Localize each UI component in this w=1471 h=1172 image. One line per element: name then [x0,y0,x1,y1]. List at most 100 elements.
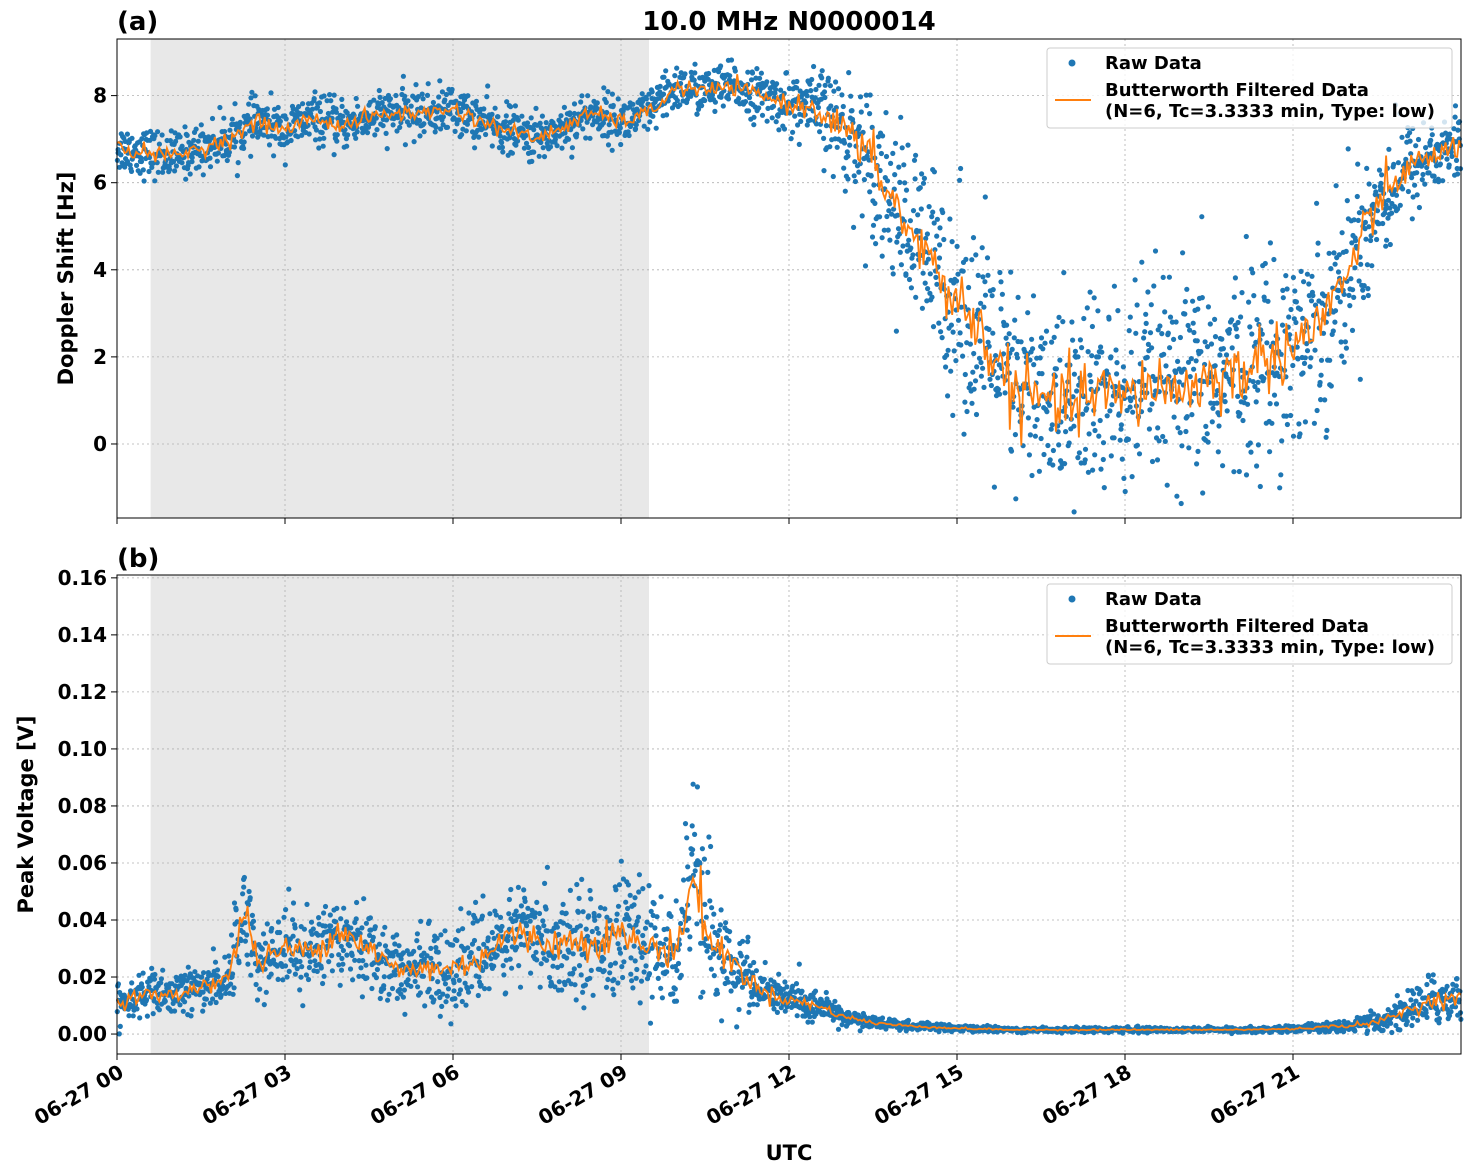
raw-data-point [978,300,984,306]
raw-data-point [1187,327,1193,333]
raw-data-point [962,371,968,378]
raw-data-point [373,115,379,121]
raw-data-point [417,945,423,951]
raw-data-point [354,899,360,906]
raw-data-point [922,280,928,286]
raw-data-point [579,93,585,99]
raw-data-point [499,144,505,150]
raw-data-point [215,974,221,980]
raw-data-point [1349,327,1356,333]
raw-data-point [377,94,383,100]
raw-data-point [307,959,313,965]
raw-data-point [312,137,319,143]
panel-b: 0.000.020.040.060.080.100.120.140.16 06-… [14,544,1464,1165]
raw-data-point [237,119,243,125]
raw-data-point [503,957,509,963]
raw-data-point [290,917,296,923]
raw-data-point [822,82,828,88]
raw-data-point [349,952,355,959]
raw-data-point [506,911,512,917]
raw-data-point [1148,302,1154,308]
raw-data-point [482,986,488,992]
raw-data-point [282,952,288,958]
raw-data-point [708,966,715,972]
raw-data-point [433,124,439,130]
raw-data-point [1223,352,1230,358]
raw-data-point [544,864,551,870]
raw-data-point [451,980,457,986]
raw-data-point [1351,217,1357,223]
raw-data-point [128,988,134,994]
raw-data-point [246,888,252,895]
raw-data-point [1127,404,1133,410]
raw-data-point [1111,283,1117,289]
raw-data-point [749,70,756,76]
raw-data-point [508,104,514,110]
raw-data-point [234,919,240,925]
raw-data-point [433,945,439,951]
raw-data-point [491,935,497,941]
raw-data-point [186,993,192,999]
raw-data-point [1323,434,1329,440]
raw-data-point [442,981,448,987]
raw-data-point [596,930,602,936]
legend-filtered-label-line1: Butterworth Filtered Data [1105,80,1369,101]
raw-data-point [124,158,131,165]
raw-data-point [240,891,246,897]
raw-data-point [377,995,383,1002]
raw-data-point [739,984,746,990]
raw-data-point [1292,288,1298,294]
raw-data-point [155,169,161,175]
raw-data-point [451,988,457,994]
raw-data-point [1091,295,1097,301]
raw-data-point [600,120,607,126]
raw-data-point [931,169,938,175]
raw-data-point [443,91,449,98]
raw-data-point [932,247,938,253]
raw-data-point [812,95,818,101]
raw-data-point [776,127,782,133]
raw-data-point [1098,344,1104,350]
raw-data-point [1029,472,1035,479]
raw-data-point [1070,394,1076,400]
raw-data-point [581,1005,587,1011]
raw-data-point [183,176,189,182]
raw-data-point [1335,269,1342,275]
raw-data-point [847,142,853,148]
raw-data-point [949,239,955,245]
raw-data-point [1389,210,1395,216]
raw-data-point [1071,371,1077,377]
raw-data-point [918,206,924,212]
raw-data-point [828,103,834,109]
raw-data-point [1400,186,1406,192]
raw-data-point [470,920,476,926]
raw-data-point [1080,411,1086,417]
raw-data-point [411,948,417,955]
raw-data-point [606,122,612,128]
raw-data-point [1193,358,1199,364]
raw-data-point [160,169,166,175]
raw-data-point [1026,452,1032,458]
raw-data-point [149,965,155,972]
raw-data-point [1369,263,1375,269]
raw-data-point [310,926,316,932]
raw-data-point [247,895,253,901]
raw-data-point [689,823,695,829]
raw-data-point [645,126,651,132]
raw-data-point [615,96,621,102]
raw-data-point [344,952,350,958]
raw-data-point [489,143,495,149]
raw-data-point [517,984,524,990]
raw-data-point [364,130,371,136]
raw-data-point [664,969,670,975]
raw-data-point [507,135,513,141]
raw-data-point [1231,469,1237,475]
raw-data-point [363,962,369,968]
raw-data-point [414,938,420,944]
raw-data-point [628,971,634,977]
raw-data-point [262,940,269,946]
raw-data-point [1167,314,1174,320]
raw-data-point [1286,314,1292,320]
raw-data-point [1344,198,1350,204]
raw-data-point [405,977,411,983]
